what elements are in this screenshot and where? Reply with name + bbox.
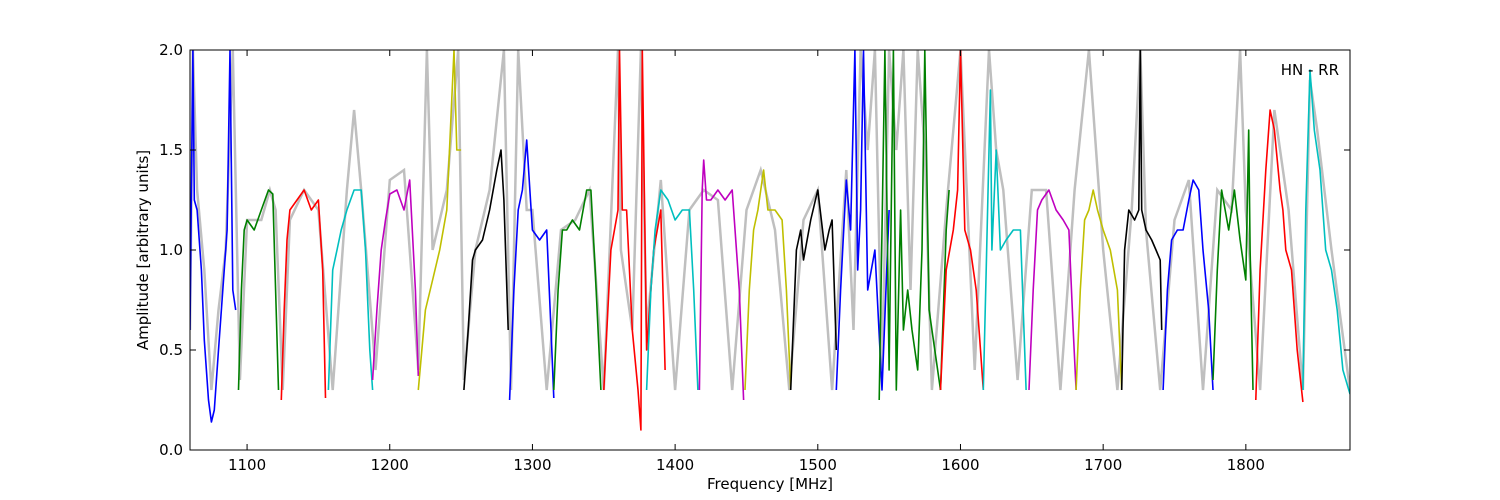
x-tick-label: 1100	[228, 456, 266, 474]
y-tick-label: 0.5	[159, 341, 183, 359]
ticks-layer: 1100 1200 1300 1400 1500 1600 1700 1800 0.0 0.5 1.…	[159, 41, 1350, 474]
series-line-8	[508, 139, 555, 401]
series-line-19	[982, 89, 1027, 391]
series-line-20	[1028, 189, 1077, 391]
series-line-3	[280, 189, 327, 401]
series-line-5	[371, 179, 420, 381]
series-line-18	[939, 50, 985, 391]
y-tick-label: 2.0	[159, 41, 183, 59]
y-tick-label: 1.5	[159, 141, 183, 159]
series-line-25	[1255, 109, 1304, 403]
x-tick-label: 1400	[656, 456, 694, 474]
series-line-9	[553, 189, 602, 391]
y-tick-label: 1.0	[159, 241, 183, 259]
series-line-6	[417, 50, 462, 391]
series-line-4	[327, 189, 374, 391]
panel-annotation: HN - RR	[1281, 61, 1339, 79]
series-line-1	[190, 50, 237, 423]
x-tick-label: 1200	[371, 456, 409, 474]
series-line-15	[835, 50, 890, 391]
x-tick-label: 1700	[1084, 456, 1122, 474]
series-line-13	[744, 169, 792, 391]
series-line-7	[463, 149, 509, 391]
x-axis-title: Frequency [MHz]	[707, 475, 833, 493]
series-layer	[190, 50, 1350, 431]
series-line-14	[789, 189, 838, 391]
series-line-11	[645, 189, 699, 391]
series-line-21	[1075, 189, 1123, 391]
x-tick-label: 1600	[941, 456, 979, 474]
x-tick-label: 1500	[799, 456, 837, 474]
x-tick-label: 1800	[1227, 456, 1265, 474]
series-line-23	[1162, 179, 1214, 391]
series-line-26	[1302, 69, 1350, 395]
series-line-24	[1212, 129, 1254, 391]
x-tick-label: 1300	[513, 456, 551, 474]
series-line-2	[237, 189, 280, 391]
y-tick-label: 0.0	[159, 441, 183, 459]
series-line-12	[698, 159, 745, 401]
y-axis-title: Amplitude [arbitrary units]	[134, 150, 152, 350]
series-line-22	[1120, 50, 1163, 391]
series-line-16	[878, 50, 942, 401]
